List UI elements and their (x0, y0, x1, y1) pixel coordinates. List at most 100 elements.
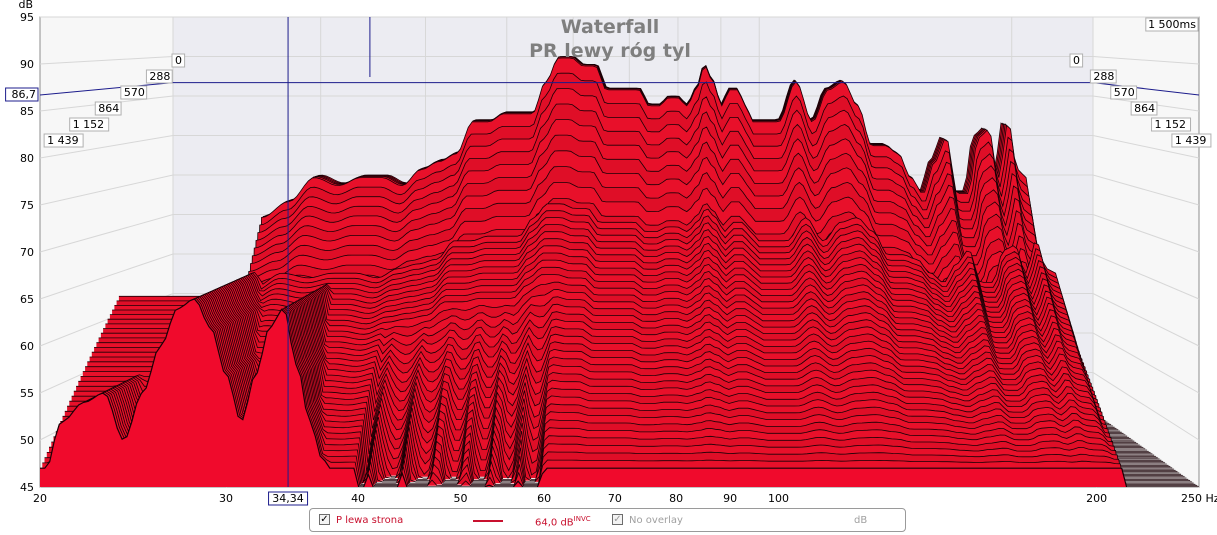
slice-outline (40, 298, 1199, 487)
cursor-x-readout: 34,34 (272, 492, 304, 505)
time-tick-right-box (1130, 101, 1158, 116)
cursor-y-readout: 86,7 (12, 88, 37, 101)
slice-outline (114, 217, 1140, 446)
chart-subtitle: PR lewy róg tyl (529, 40, 691, 62)
slice-outline (166, 56, 1099, 417)
time-tick-left: 864 (98, 102, 119, 115)
time-tick-left: 1 152 (73, 118, 105, 131)
slice-outline (164, 57, 1101, 418)
cursor-y-readout-box (5, 87, 39, 102)
slice-outline (49, 295, 1192, 484)
time-tick-right: 570 (1114, 86, 1135, 99)
legend-panel: ✓ P lewa strona 64,0 dBINVC ✓ No overlay… (309, 508, 906, 532)
slice-outline (143, 198, 1117, 429)
x-tick-label: 40 (351, 492, 365, 505)
x-tick-label: 60 (537, 492, 551, 505)
time-tick-left-box (69, 117, 110, 132)
cursor-overlay (39, 17, 1200, 487)
x-tick-label: 70 (608, 492, 622, 505)
slice-outline (60, 291, 1183, 477)
series-checkbox[interactable]: ✓ (319, 514, 330, 525)
slice-outline (145, 182, 1115, 428)
time-tick-left: 1 439 (47, 134, 79, 147)
cursor-x-readout-box (268, 491, 309, 506)
overlay-label: No overlay (629, 515, 683, 526)
y-tick-label: 60 (20, 340, 34, 353)
slice-outline (103, 252, 1149, 452)
x-tick-label: 200 (1086, 492, 1107, 505)
slice-outline (62, 290, 1181, 475)
x-tick-label: 80 (669, 492, 683, 505)
slice-outline (46, 296, 1194, 485)
y-tick-label: 95 (20, 11, 34, 24)
time-tick-right-box (1171, 133, 1212, 148)
y-tick-label: 45 (20, 481, 34, 494)
slice-outline (150, 150, 1111, 426)
y-tick-label: 65 (20, 293, 34, 306)
slice-outline (44, 297, 1196, 485)
time-tick-left-box (120, 85, 148, 100)
time-tick-right: 1 152 (1155, 118, 1187, 131)
x-tick-label: 90 (723, 492, 737, 505)
y-tick-label: 85 (20, 105, 34, 118)
time-axis-label-box (1145, 17, 1199, 32)
x-tick-label: 100 (768, 492, 789, 505)
time-tick-left-box (171, 53, 186, 68)
y-tick-label: 80 (20, 152, 34, 165)
time-tick-left: 570 (124, 86, 145, 99)
overlay-unit: dB (854, 515, 868, 526)
time-tick-right-box (1110, 85, 1138, 100)
time-tick-right: 0 (1073, 54, 1080, 67)
slice-outline (116, 210, 1138, 445)
slice-outline (105, 245, 1147, 451)
checkmark-icon: ✓ (613, 514, 622, 525)
slice-outline (161, 72, 1102, 419)
x-tick-label: 250 Hz (1181, 492, 1217, 505)
y-tick-label: 90 (20, 58, 34, 71)
slice-outline (98, 266, 1153, 455)
time-tick-right: 1 439 (1175, 134, 1207, 147)
slice-outline (112, 224, 1142, 447)
slice-outline (51, 294, 1190, 482)
slice-outline (159, 88, 1104, 421)
time-tick-left-box (145, 69, 173, 84)
series-value: 64,0 dBINVC (535, 515, 591, 529)
time-tick-left: 288 (149, 70, 170, 83)
y-tick-label: 70 (20, 246, 34, 259)
slice-outline (109, 231, 1144, 449)
slice-outline (100, 259, 1151, 454)
y-tick-label: 50 (20, 434, 34, 447)
slice-outline (64, 290, 1180, 474)
slice-outline (155, 119, 1108, 423)
slice-outline (107, 238, 1146, 450)
time-axis-label: 1 500ms (1148, 18, 1196, 31)
time-tick-right: 864 (1134, 102, 1155, 115)
time-tick-left-box (43, 133, 84, 148)
waterfall-slice (53, 294, 1189, 480)
overlay-checkbox[interactable]: ✓ (612, 514, 623, 525)
checkmark-icon: ✓ (320, 514, 329, 525)
chart-title: Waterfall (561, 16, 660, 38)
right-wall (1092, 16, 1200, 488)
time-tick-right-box (1089, 69, 1117, 84)
time-tick-right-box (1151, 117, 1192, 132)
y-tick-label: 75 (20, 199, 34, 212)
x-tick-label: 20 (33, 492, 47, 505)
x-tick-label: 30 (219, 492, 233, 505)
y-axis-label: dB (18, 0, 33, 11)
slice-outline (55, 293, 1187, 479)
y-tick-label: 55 (20, 387, 34, 400)
cursor-level-line (39, 82, 1200, 96)
x-tick-label: 50 (453, 492, 467, 505)
time-tick-right: 288 (1093, 70, 1114, 83)
slice-outline (152, 134, 1110, 424)
y-gridline (39, 56, 1200, 65)
slice-outline (157, 103, 1106, 422)
time-tick-left: 0 (175, 54, 182, 67)
waterfall-surface (40, 56, 1199, 487)
slice-outline (53, 293, 1189, 480)
slice-outline (58, 292, 1185, 478)
slice-outline (42, 297, 1198, 487)
